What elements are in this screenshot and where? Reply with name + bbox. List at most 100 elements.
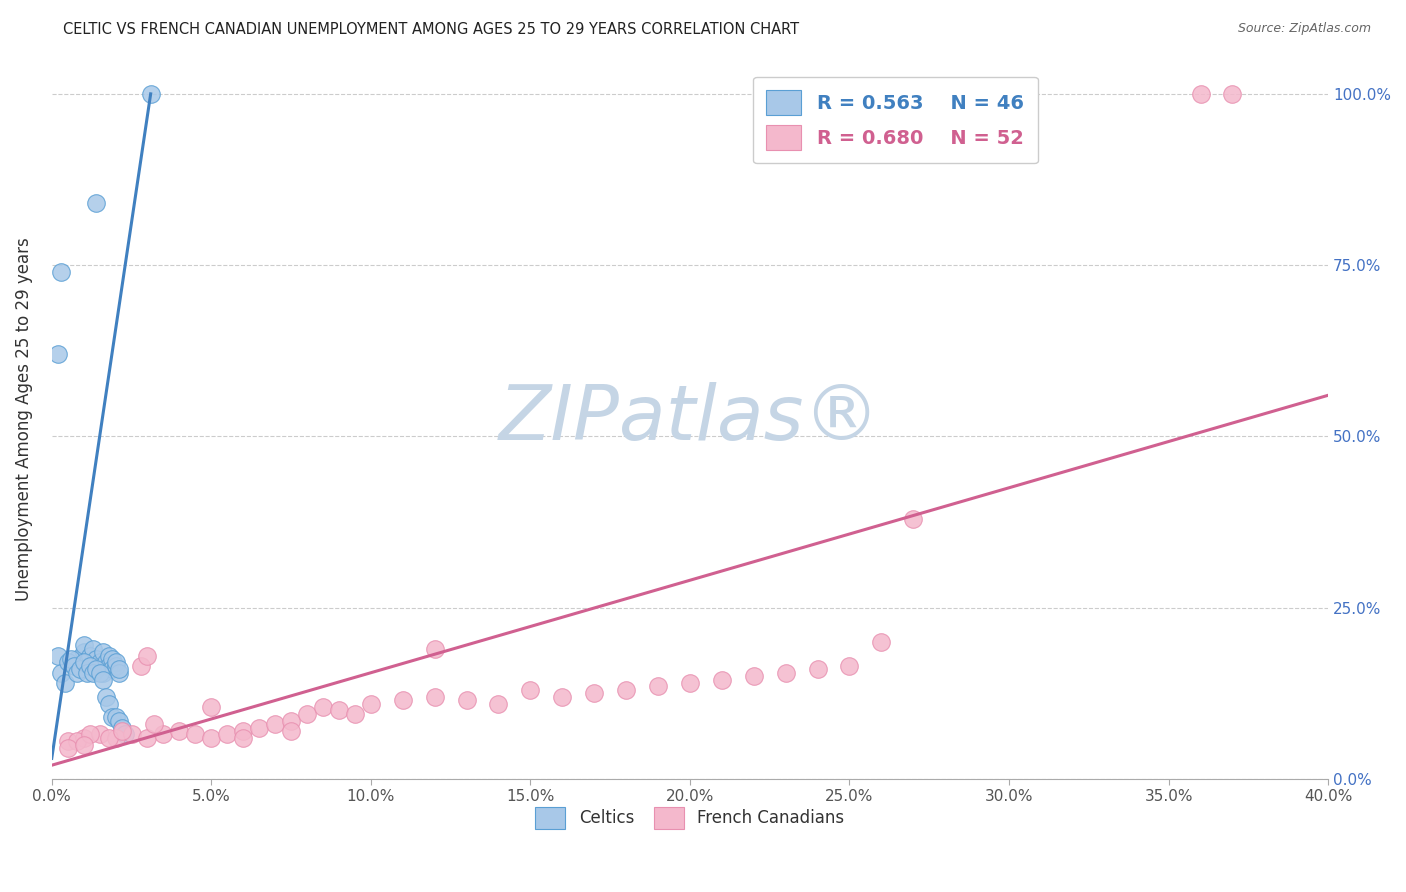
Point xyxy=(66,734,89,748)
Point xyxy=(76,656,98,670)
Point xyxy=(1222,87,1244,101)
Point xyxy=(217,727,239,741)
Point xyxy=(86,662,108,676)
Point xyxy=(104,659,127,673)
Point xyxy=(98,697,121,711)
Point xyxy=(111,721,134,735)
Point xyxy=(56,656,79,670)
Point xyxy=(232,731,254,745)
Point xyxy=(76,665,98,680)
Point xyxy=(89,727,111,741)
Point xyxy=(104,731,127,745)
Point xyxy=(79,727,101,741)
Point xyxy=(73,731,96,745)
Point xyxy=(679,676,702,690)
Point xyxy=(82,665,104,680)
Point xyxy=(104,656,127,670)
Point xyxy=(63,659,86,673)
Point xyxy=(107,662,129,676)
Point xyxy=(98,659,121,673)
Point xyxy=(73,738,96,752)
Point xyxy=(101,710,124,724)
Point xyxy=(391,693,413,707)
Text: CELTIC VS FRENCH CANADIAN UNEMPLOYMENT AMONG AGES 25 TO 29 YEARS CORRELATION CHA: CELTIC VS FRENCH CANADIAN UNEMPLOYMENT A… xyxy=(63,22,800,37)
Point xyxy=(86,652,108,666)
Legend: Celtics, French Canadians: Celtics, French Canadians xyxy=(529,801,851,835)
Point xyxy=(232,723,254,738)
Point xyxy=(551,690,574,704)
Point xyxy=(114,727,136,741)
Point xyxy=(184,727,207,741)
Point xyxy=(56,741,79,756)
Point xyxy=(200,731,222,745)
Point xyxy=(66,665,89,680)
Point xyxy=(870,635,893,649)
Point xyxy=(247,721,270,735)
Point xyxy=(82,641,104,656)
Point xyxy=(107,665,129,680)
Point xyxy=(121,727,143,741)
Point xyxy=(295,706,318,721)
Text: ZIPatlas®: ZIPatlas® xyxy=(499,383,880,457)
Point xyxy=(343,706,366,721)
Point xyxy=(79,648,101,663)
Point xyxy=(710,673,733,687)
Point xyxy=(903,511,925,525)
Point xyxy=(142,717,165,731)
Point xyxy=(89,659,111,673)
Point xyxy=(73,645,96,659)
Point xyxy=(107,714,129,728)
Point xyxy=(488,697,510,711)
Point xyxy=(69,662,91,676)
Point xyxy=(838,659,860,673)
Point xyxy=(51,665,73,680)
Point xyxy=(169,723,191,738)
Point xyxy=(264,717,287,731)
Point xyxy=(101,662,124,676)
Point xyxy=(73,656,96,670)
Point xyxy=(98,648,121,663)
Point xyxy=(456,693,478,707)
Point xyxy=(423,641,446,656)
Point xyxy=(328,703,350,717)
Point xyxy=(46,648,69,663)
Point xyxy=(98,731,121,745)
Point xyxy=(73,638,96,652)
Point xyxy=(51,265,73,279)
Point xyxy=(139,87,162,101)
Point xyxy=(614,682,637,697)
Point xyxy=(280,714,302,728)
Point xyxy=(129,659,152,673)
Point xyxy=(104,710,127,724)
Point xyxy=(91,665,114,680)
Point xyxy=(136,648,159,663)
Point xyxy=(66,652,89,666)
Point xyxy=(111,723,134,738)
Point xyxy=(806,662,828,676)
Point xyxy=(519,682,541,697)
Point xyxy=(312,700,335,714)
Point xyxy=(91,673,114,687)
Point xyxy=(94,690,117,704)
Point xyxy=(280,723,302,738)
Point xyxy=(136,731,159,745)
Point xyxy=(89,665,111,680)
Point xyxy=(742,669,765,683)
Point xyxy=(79,659,101,673)
Point xyxy=(647,680,669,694)
Point xyxy=(1189,87,1212,101)
Point xyxy=(86,196,108,211)
Point xyxy=(152,727,174,741)
Point xyxy=(46,347,69,361)
Point xyxy=(59,652,82,666)
Point xyxy=(91,645,114,659)
Point xyxy=(101,652,124,666)
Point xyxy=(56,734,79,748)
Point xyxy=(94,656,117,670)
Y-axis label: Unemployment Among Ages 25 to 29 years: Unemployment Among Ages 25 to 29 years xyxy=(15,237,32,601)
Point xyxy=(360,697,382,711)
Point xyxy=(53,676,76,690)
Point xyxy=(200,700,222,714)
Point xyxy=(89,656,111,670)
Text: Source: ZipAtlas.com: Source: ZipAtlas.com xyxy=(1237,22,1371,36)
